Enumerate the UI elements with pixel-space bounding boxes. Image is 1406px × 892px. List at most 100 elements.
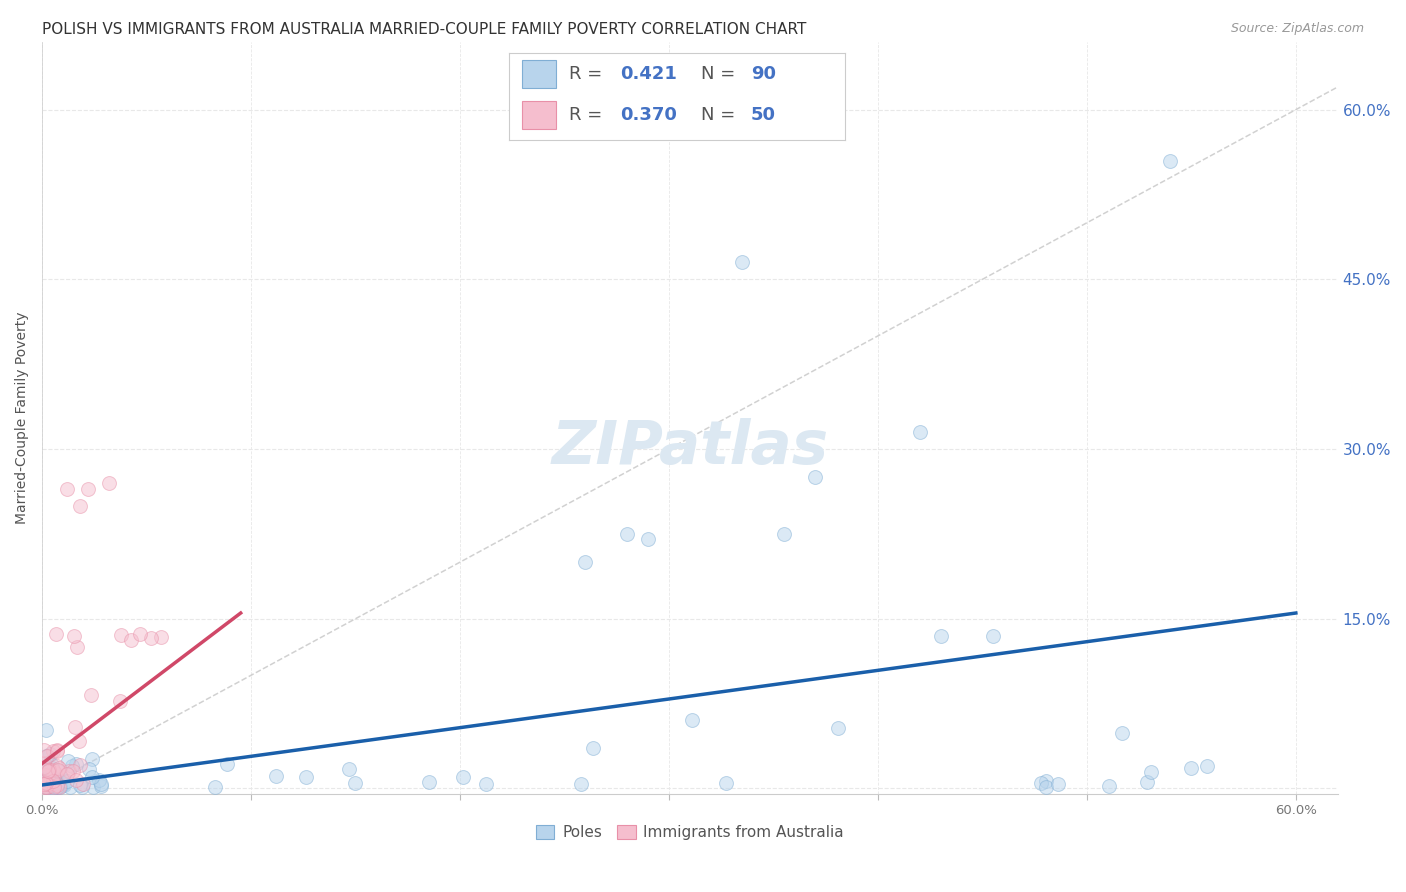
- Point: [32, 774, 55, 789]
- Point: [37, 780, 59, 795]
- Point: [149, 630, 172, 644]
- Point: [110, 628, 132, 642]
- Point: [295, 770, 318, 784]
- Point: [46, 776, 69, 790]
- Point: [87, 772, 110, 787]
- Point: [827, 721, 849, 735]
- Point: [637, 533, 659, 547]
- Point: [129, 627, 152, 641]
- Point: [56, 767, 79, 781]
- Point: [574, 555, 596, 569]
- Point: [52, 777, 75, 791]
- Point: [616, 526, 638, 541]
- Point: [59, 780, 82, 794]
- Point: [41, 780, 63, 794]
- Point: [34, 723, 56, 737]
- Point: [35, 776, 58, 790]
- Point: [44, 772, 66, 786]
- Point: [44, 776, 66, 790]
- Point: [34, 776, 56, 790]
- Point: [67, 734, 90, 748]
- Text: POLISH VS IMMIGRANTS FROM AUSTRALIA MARRIED-COUPLE FAMILY POVERTY CORRELATION CH: POLISH VS IMMIGRANTS FROM AUSTRALIA MARR…: [42, 22, 807, 37]
- Point: [32, 776, 55, 790]
- Point: [32, 780, 55, 794]
- Point: [56, 482, 79, 496]
- Point: [451, 770, 474, 784]
- Point: [1029, 776, 1052, 790]
- Point: [32, 767, 55, 781]
- Point: [35, 749, 58, 764]
- Point: [716, 775, 738, 789]
- Point: [65, 757, 87, 772]
- Point: [42, 772, 65, 786]
- Point: [44, 765, 66, 780]
- Point: [37, 777, 59, 791]
- Point: [62, 764, 84, 778]
- Point: [32, 756, 55, 770]
- Point: [45, 743, 67, 757]
- Point: [204, 780, 226, 795]
- Point: [35, 768, 58, 782]
- Point: [45, 743, 67, 757]
- Point: [46, 780, 69, 795]
- Point: [48, 780, 70, 795]
- Point: [34, 772, 56, 786]
- Point: [37, 764, 59, 779]
- Point: [139, 631, 162, 645]
- Point: [38, 775, 60, 789]
- Point: [56, 755, 79, 769]
- Point: [32, 742, 55, 756]
- Point: [42, 780, 65, 794]
- Point: [108, 694, 131, 708]
- Point: [60, 759, 83, 773]
- Point: [72, 780, 94, 795]
- Point: [120, 632, 142, 647]
- Point: [34, 768, 56, 782]
- Point: [1159, 153, 1181, 168]
- Point: [37, 767, 59, 781]
- Point: [46, 764, 69, 778]
- Point: [49, 780, 72, 795]
- Point: [34, 764, 56, 778]
- Point: [908, 425, 931, 439]
- Point: [44, 780, 66, 795]
- Point: [475, 777, 498, 791]
- Point: [32, 771, 55, 785]
- Point: [418, 774, 440, 789]
- Point: [35, 780, 58, 795]
- Point: [69, 499, 91, 513]
- Point: [69, 778, 91, 792]
- Point: [72, 777, 94, 791]
- Point: [32, 773, 55, 788]
- Point: [45, 626, 67, 640]
- Point: [37, 764, 59, 779]
- Point: [773, 526, 796, 541]
- Point: [34, 774, 56, 789]
- Point: [34, 749, 56, 764]
- Point: [32, 777, 55, 791]
- Point: [45, 759, 67, 773]
- Point: [344, 776, 367, 790]
- Point: [53, 778, 76, 792]
- Point: [48, 761, 70, 775]
- Point: [39, 747, 62, 761]
- Point: [804, 470, 827, 484]
- Point: [34, 760, 56, 774]
- Point: [41, 763, 63, 777]
- Point: [731, 255, 754, 269]
- Point: [34, 778, 56, 792]
- Point: [42, 773, 65, 788]
- Point: [77, 482, 100, 496]
- Point: [34, 761, 56, 775]
- Point: [215, 757, 238, 772]
- Point: [264, 769, 287, 783]
- Point: [38, 764, 60, 778]
- Point: [41, 761, 63, 775]
- Point: [35, 780, 58, 795]
- Point: [41, 758, 63, 772]
- Point: [82, 780, 104, 794]
- Point: [1035, 780, 1057, 795]
- Point: [80, 688, 103, 702]
- Point: [98, 475, 121, 490]
- Point: [58, 764, 80, 778]
